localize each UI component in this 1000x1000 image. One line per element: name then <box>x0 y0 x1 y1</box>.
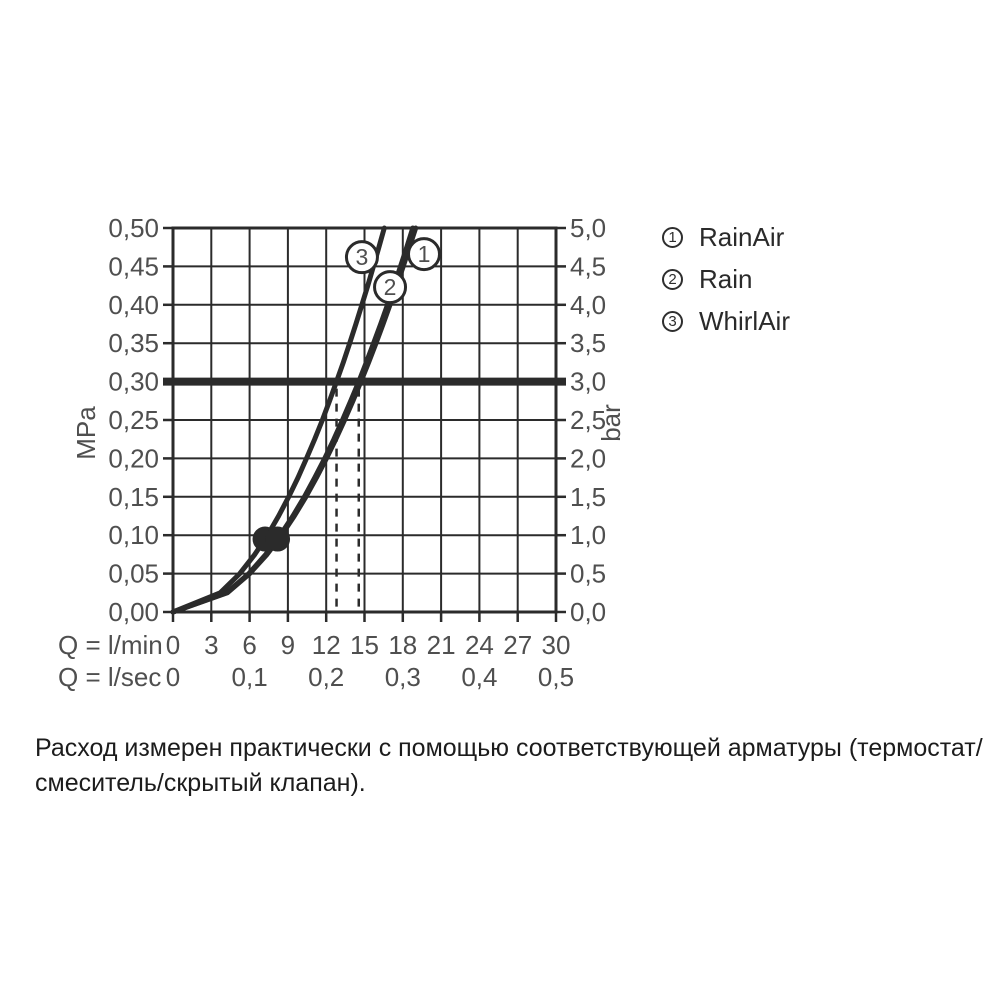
x-axis-row1-unit-label: Q = l/min <box>58 630 163 660</box>
legend: 1 RainAir 2 Rain 3 WhirlAir <box>662 222 790 336</box>
y-left-tick-label: 0,00 <box>108 597 159 627</box>
measurement-dot <box>265 526 291 552</box>
y-left-tick-label: 0,45 <box>108 251 159 281</box>
x-axis-row1-tick-label: 15 <box>350 630 379 660</box>
x-axis-row1-tick-label: 12 <box>312 630 341 660</box>
legend-label-rain: Rain <box>699 263 753 294</box>
x-axis-row1-tick-label: 24 <box>465 630 494 660</box>
legend-label-rainair: RainAir <box>699 221 785 252</box>
x-axis-row2-tick-label: 0,3 <box>385 662 421 692</box>
y-right-unit-label: bar <box>596 404 626 442</box>
x-axis-row1-tick-label: 30 <box>542 630 571 660</box>
x-axis-row1-tick-label: 0 <box>166 630 180 660</box>
y-right-tick-label: 2,5 <box>570 405 606 435</box>
legend-item-rainair: 1 RainAir <box>662 222 790 252</box>
callout-circle-1 <box>406 237 441 272</box>
y-left-tick-label: 0,15 <box>108 482 159 512</box>
y-left-unit-label: MPa <box>71 406 101 460</box>
legend-item-whirlair: 3 WhirlAir <box>662 306 790 336</box>
caption-line-2: смеситель/скрытый клапан). <box>35 769 366 797</box>
caption-line-1: Расход измерен практически с помощью соо… <box>35 734 983 762</box>
y-left-tick-label: 0,30 <box>108 367 159 397</box>
y-left-tick-label: 0,35 <box>108 328 159 358</box>
y-right-tick-label: 0,0 <box>570 597 606 627</box>
y-right-tick-label: 3,0 <box>570 367 606 397</box>
x-axis-row1-tick-label: 9 <box>281 630 295 660</box>
y-right-tick-label: 4,0 <box>570 290 606 320</box>
x-axis-row2-tick-label: 0,4 <box>461 662 497 692</box>
y-right-tick-label: 3,5 <box>570 328 606 358</box>
legend-number-circle-3: 3 <box>662 310 683 332</box>
y-right-tick-label: 4,5 <box>570 251 606 281</box>
y-left-tick-label: 0,05 <box>108 559 159 589</box>
callout-number-3: 3 <box>356 244 369 270</box>
y-left-tick-label: 0,50 <box>108 213 159 243</box>
x-axis-row2-tick-label: 0,2 <box>308 662 344 692</box>
dashed-guide-layer <box>335 388 361 612</box>
y-right-tick-label: 1,5 <box>570 482 606 512</box>
y-right-tick-label: 0,5 <box>570 559 606 589</box>
tick-layer: 0,500,450,400,350,300,250,200,150,100,05… <box>108 213 606 692</box>
y-right-tick-label: 5,0 <box>570 213 606 243</box>
y-left-tick-label: 0,40 <box>108 290 159 320</box>
x-axis-row2-tick-label: 0,5 <box>538 662 574 692</box>
callout-circle-3 <box>344 240 379 275</box>
x-axis-row1-tick-label: 27 <box>503 630 532 660</box>
callout-layer: 123 <box>344 237 441 305</box>
callout-number-2: 2 <box>384 274 397 300</box>
x-axis-row1-tick-label: 3 <box>204 630 218 660</box>
legend-number-circle-2: 2 <box>662 268 683 290</box>
legend-number-circle-1: 1 <box>662 226 683 248</box>
x-axis-row2-tick-label: 0,1 <box>232 662 268 692</box>
grid-layer <box>171 226 558 614</box>
x-axis-row1-tick-label: 6 <box>242 630 256 660</box>
legend-label-whirlair: WhirlAir <box>699 305 790 336</box>
y-right-tick-label: 2,0 <box>570 443 606 473</box>
x-axis-row2-unit-label: Q = l/sec <box>58 662 161 692</box>
axis-text-layer: MPa bar Q = l/min Q = l/sec <box>58 404 626 692</box>
caption: Расход измерен практически с помощью соо… <box>35 731 983 801</box>
marker-layer <box>252 526 291 552</box>
callout-circle-2 <box>373 270 408 305</box>
x-axis-row2-tick-label: 0 <box>166 662 180 692</box>
callout-number-1: 1 <box>418 241 431 267</box>
x-axis-row1-tick-label: 18 <box>388 630 417 660</box>
legend-item-rain: 2 Rain <box>662 264 790 294</box>
y-left-tick-label: 0,10 <box>108 520 159 550</box>
x-axis-row1-tick-label: 21 <box>427 630 456 660</box>
y-left-tick-label: 0,20 <box>108 443 159 473</box>
y-right-tick-label: 1,0 <box>570 520 606 550</box>
y-left-tick-label: 0,25 <box>108 405 159 435</box>
